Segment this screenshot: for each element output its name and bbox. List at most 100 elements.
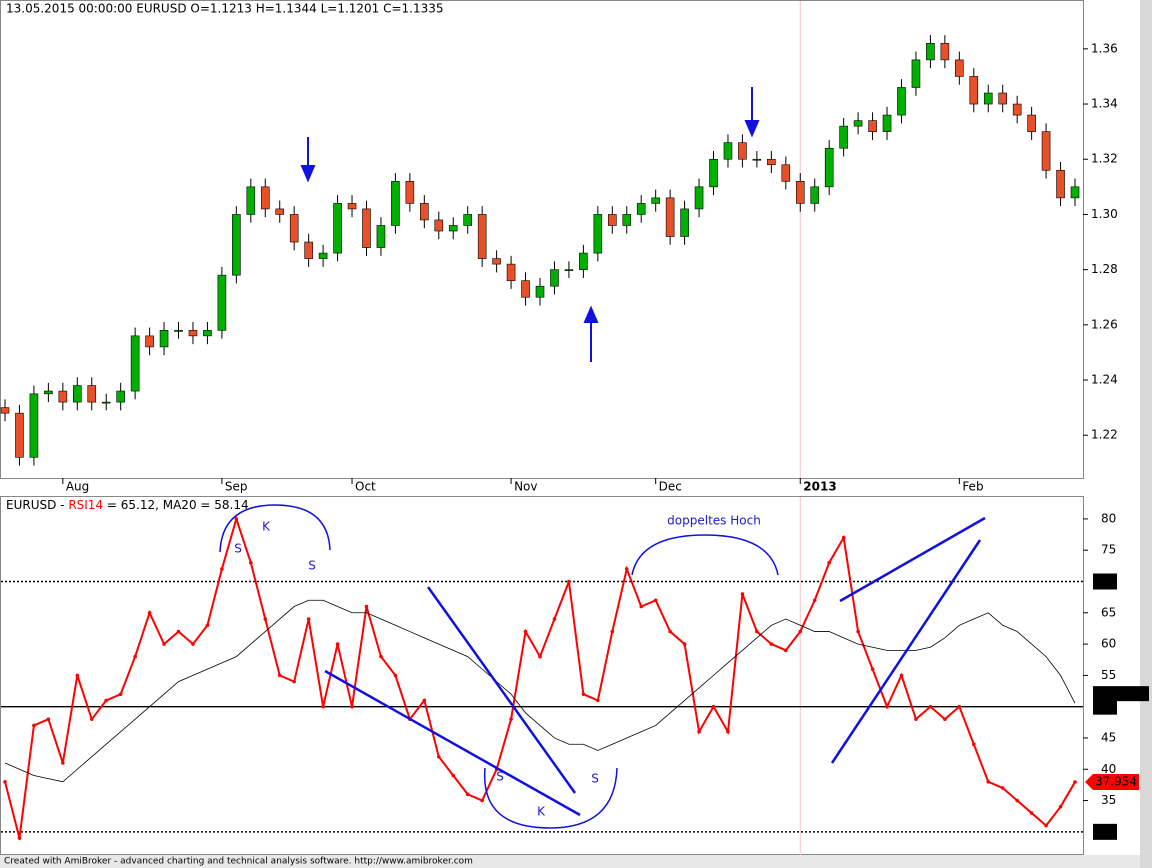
rsi-point	[581, 692, 586, 696]
level-box	[1093, 698, 1117, 715]
rsi-point	[3, 779, 7, 784]
rsi-point	[596, 698, 600, 703]
rsi-point	[856, 629, 860, 634]
candle-body	[506, 263, 516, 281]
rsi-point	[827, 560, 831, 565]
annotation: S	[591, 772, 599, 786]
rsi-point	[176, 629, 181, 634]
rsi-point	[538, 654, 542, 659]
candle-body	[564, 269, 574, 271]
rsi-point	[682, 642, 687, 646]
candle-body	[434, 219, 444, 232]
candle-body	[159, 330, 169, 348]
candle-body	[477, 214, 487, 259]
rsi-point	[639, 604, 644, 609]
rsi-point	[1029, 811, 1034, 815]
x-tick-label: Oct	[355, 480, 376, 494]
candle-body	[174, 330, 183, 332]
candle-body	[738, 142, 747, 160]
rsi-point	[899, 673, 904, 678]
candle-body	[391, 181, 400, 226]
annotation: doppeltes Hoch	[667, 514, 761, 528]
candle-body	[145, 335, 154, 348]
rsi-point	[552, 617, 557, 621]
candle-body	[58, 390, 68, 403]
candle-body	[44, 390, 53, 395]
candle-body	[752, 158, 762, 161]
rsi-point	[104, 698, 109, 703]
candle-body	[694, 186, 704, 210]
rsi-point	[755, 629, 759, 634]
rsi-point	[480, 798, 484, 803]
rsi-point	[393, 673, 398, 678]
rsi-point	[1073, 780, 1077, 784]
x-tick-label: Feb	[962, 480, 983, 494]
rsi-point	[32, 723, 36, 728]
annotation: S	[308, 559, 316, 573]
rsi-title: EURUSD - RSI14 = 65.12, MA20 = 58.14	[6, 498, 249, 512]
annotation: K	[262, 520, 271, 534]
y-tick-label: 45	[1101, 730, 1116, 744]
rsi-point	[89, 717, 94, 721]
candle-body	[0, 407, 10, 414]
candle-body	[955, 59, 964, 77]
rsi-point	[841, 535, 846, 540]
rsi-point	[1000, 786, 1005, 790]
candle-body	[333, 203, 342, 254]
candle-body	[260, 186, 270, 210]
rsi-point	[986, 779, 991, 784]
candle-body	[101, 401, 111, 404]
candle-body	[897, 87, 906, 116]
rsi-point	[306, 617, 311, 621]
rsi-point	[769, 642, 774, 646]
rsi-point	[465, 792, 470, 797]
rsi-point	[914, 717, 918, 721]
last-value-label: 50.5621	[1096, 687, 1146, 701]
rsi-point	[870, 667, 875, 671]
candle-body	[579, 252, 588, 270]
rsi-point	[1058, 805, 1063, 809]
rsi-point	[205, 623, 210, 628]
y-tick-label: 1.22	[1091, 428, 1118, 442]
y-tick-label: 1.28	[1091, 262, 1118, 276]
candle-body	[824, 147, 834, 188]
level-label: 30	[1097, 824, 1112, 838]
candle-body	[709, 158, 718, 188]
series-line	[4, 599, 1076, 783]
candle-body	[911, 59, 921, 88]
candle-body	[347, 203, 357, 210]
candle-body	[940, 43, 950, 61]
level-box	[1093, 823, 1117, 840]
candle-body	[217, 274, 227, 331]
rsi-point	[798, 629, 803, 634]
rsi-point	[75, 673, 80, 678]
candle-body	[926, 43, 935, 61]
level-label: 50	[1097, 699, 1112, 713]
candle-body	[203, 330, 212, 337]
rsi-point	[350, 704, 354, 709]
candle-body	[810, 186, 820, 204]
x-tick-label: Aug	[66, 480, 89, 494]
rsi-point	[118, 692, 123, 696]
candle-body	[795, 181, 805, 204]
rsi-title-a: EURUSD -	[6, 498, 68, 512]
candle-body	[188, 330, 198, 337]
candle-body	[868, 120, 877, 132]
candle-body	[521, 280, 530, 298]
candle-body	[275, 208, 285, 215]
candle-body	[853, 120, 863, 127]
rsi-point	[61, 761, 65, 765]
last-value-box	[1085, 774, 1139, 791]
x-tick-label: Nov	[514, 480, 537, 494]
candle-body	[998, 92, 1008, 105]
candle-body	[492, 258, 501, 265]
candle-body	[983, 92, 993, 105]
rsi-point	[321, 704, 325, 709]
footer-bg	[0, 855, 1140, 868]
rsi-point	[234, 517, 239, 521]
candle-body	[1070, 186, 1080, 199]
candle-body	[1041, 131, 1051, 171]
candle-body	[420, 203, 429, 221]
rsi-point	[191, 642, 195, 646]
